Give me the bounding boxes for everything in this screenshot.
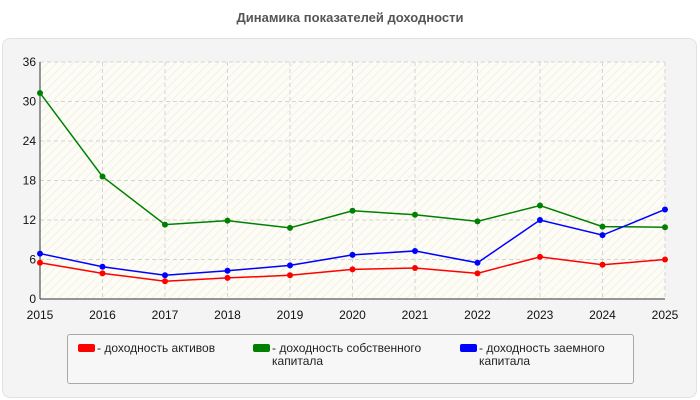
x-tick-label: 2025 xyxy=(652,308,679,322)
chart-title: Динамика показателей доходности xyxy=(236,10,464,25)
data-point xyxy=(162,278,168,285)
x-tick-label: 2019 xyxy=(277,308,304,322)
data-point xyxy=(412,265,418,272)
legend-label: - доходность собственного капитала xyxy=(272,341,422,368)
data-point xyxy=(474,218,481,225)
y-tick-label: 6 xyxy=(29,253,36,267)
data-point xyxy=(537,253,543,260)
data-point xyxy=(599,223,606,230)
data-point xyxy=(37,259,43,266)
data-point xyxy=(224,274,231,281)
x-tick-label: 2022 xyxy=(464,308,491,322)
y-tick-label: 18 xyxy=(23,174,37,188)
data-point xyxy=(99,173,106,180)
x-tick-label: 2023 xyxy=(527,308,554,322)
data-point xyxy=(412,247,418,254)
y-tick-label: 36 xyxy=(23,55,37,69)
legend: - доходность активов - доходность собстве… xyxy=(67,334,634,384)
y-tick-label: 0 xyxy=(29,292,36,306)
data-point xyxy=(662,224,668,231)
data-point xyxy=(662,256,668,263)
legend-label: - доходность заемного капитала xyxy=(479,341,605,368)
x-tick-label: 2017 xyxy=(152,308,179,322)
x-tick-label: 2021 xyxy=(402,308,429,322)
data-point xyxy=(474,259,481,266)
x-tick-label: 2018 xyxy=(214,308,241,322)
data-point xyxy=(537,217,543,223)
data-point xyxy=(349,266,356,273)
data-point xyxy=(224,217,231,224)
data-point xyxy=(99,270,106,277)
data-point xyxy=(287,224,293,231)
legend-swatch xyxy=(253,344,270,352)
legend-label: - доходность активов xyxy=(97,341,216,355)
data-point xyxy=(224,267,231,274)
data-point xyxy=(287,262,293,269)
data-point xyxy=(349,207,356,214)
data-point xyxy=(162,221,168,228)
data-point xyxy=(287,272,293,279)
y-tick-label: 24 xyxy=(23,134,37,148)
x-tick-label: 2024 xyxy=(589,308,616,322)
data-point xyxy=(37,250,43,257)
data-point xyxy=(162,272,168,279)
data-point xyxy=(599,232,606,239)
data-point xyxy=(662,206,668,213)
data-point xyxy=(412,211,418,218)
data-point xyxy=(349,251,356,258)
data-point xyxy=(537,202,543,209)
data-point xyxy=(474,270,481,277)
data-point xyxy=(99,263,106,270)
legend-swatch xyxy=(460,344,477,352)
y-tick-label: 30 xyxy=(23,95,37,109)
x-tick-label: 2015 xyxy=(27,308,54,322)
x-tick-label: 2016 xyxy=(89,308,116,322)
x-tick-label: 2020 xyxy=(339,308,366,322)
y-tick-label: 12 xyxy=(23,213,37,227)
data-point xyxy=(37,89,43,96)
data-point xyxy=(599,261,606,268)
legend-swatch xyxy=(78,344,95,352)
